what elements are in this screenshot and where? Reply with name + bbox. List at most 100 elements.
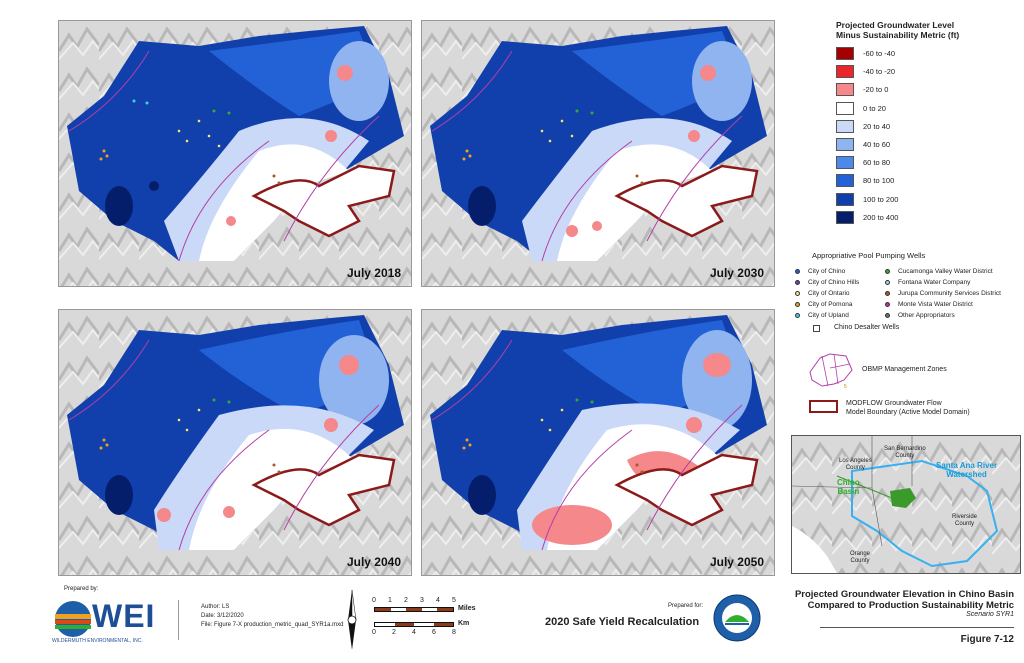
scale-tick-label: 3: [420, 597, 424, 604]
project-title: 2020 Safe Yield Recalculation: [545, 616, 700, 628]
desalter-label: Chino Desalter Wells: [834, 324, 900, 331]
well-legend-item: Cucamonga Valley Water District: [885, 268, 993, 275]
well-dot-icon: [885, 269, 890, 274]
legend-class-label: 40 to 60: [863, 140, 891, 149]
boundary-label: MODFLOW Groundwater Flow Model Boundary …: [846, 400, 970, 416]
author-text: Author: LS: [201, 604, 230, 610]
panel-label: July 2030: [709, 266, 764, 280]
legend-class-label: 60 to 80: [863, 158, 891, 168]
legend-swatch: [836, 83, 854, 97]
legend-class-label: 100 to 200: [863, 194, 899, 204]
scale-tick-label: 4: [436, 597, 440, 604]
scale-tick-label: 2: [404, 597, 408, 604]
well-dot-icon: [885, 302, 890, 307]
well-legend-item: City of Chino Hills: [795, 279, 859, 286]
legend-class: -20 to 0: [836, 83, 888, 97]
scale-tick-label: 6: [432, 629, 436, 636]
legend-class: -40 to -20: [836, 65, 896, 79]
inset-label-chino-basin: Chino Basin: [837, 478, 860, 496]
well-dot-icon: [795, 269, 800, 274]
well-dot-icon: [885, 280, 890, 285]
date-text: Date: 3/12/2020: [201, 613, 244, 619]
title-divider: [820, 627, 1014, 628]
well-legend-item: Fontana Water Company: [885, 279, 970, 286]
well-label: City of Upland: [808, 312, 849, 319]
scale-tick-label: 1: [388, 597, 392, 604]
prepared-for-label: Prepared for:: [668, 603, 704, 609]
map-panel-2050: July 2050: [421, 309, 775, 576]
legend-swatch: [836, 192, 854, 206]
well-label: Fontana Water Company: [898, 279, 971, 286]
well-dot-icon: [795, 313, 800, 318]
figure-title: Projected Groundwater Elevation in Chino…: [794, 589, 1014, 611]
legend-class: -60 to -40: [836, 47, 895, 60]
legend-title: Projected Groundwater Level Minus Sustai…: [836, 20, 960, 40]
well-legend-item: City of Upland: [795, 312, 849, 319]
inset-map: San Bernardino County Los Angeles County…: [791, 435, 1021, 574]
legend-class-label: 80 to 100: [863, 176, 895, 186]
well-label: City of Chino: [808, 268, 846, 275]
legend-class: 80 to 100: [836, 174, 895, 188]
well-dot-icon: [795, 302, 800, 307]
well-label: Jurupa Community Services District: [898, 290, 1001, 297]
well-legend-item: City of Chino: [795, 268, 845, 275]
wei-logo: WEI WILDERMUTH ENVIRONMENTAL, INC.: [52, 598, 156, 644]
legend-swatch: [836, 47, 854, 60]
north-arrow-icon: [347, 590, 357, 650]
watermaster-seal-icon: [713, 594, 761, 642]
wells-title: Appropriative Pool Pumping Wells: [812, 251, 926, 260]
legend-swatch: [836, 119, 854, 133]
well-label: Cucamonga Valley Water District: [898, 268, 993, 275]
legend-class: 20 to 40: [836, 119, 891, 133]
wei-globe-icon: [55, 601, 91, 637]
footer-divider: [178, 600, 179, 640]
well-legend-item: Monte Vista Water District: [885, 301, 973, 308]
well-legend-item: Jurupa Community Services District: [885, 290, 1001, 297]
scale-tick-label: 5: [452, 597, 456, 604]
well-label: City of Chino Hills: [808, 279, 860, 286]
legend-class: 100 to 200: [836, 192, 899, 206]
svg-text:5: 5: [844, 384, 847, 390]
well-dot-icon: [795, 291, 800, 296]
well-dot-icon: [795, 280, 800, 285]
legend-class-label: -40 to -20: [863, 67, 896, 77]
legend-class-label: 0 to 20: [863, 103, 886, 113]
inset-label-orange: Orange County: [850, 551, 871, 564]
inset-label-los-angeles: Los Angeles County: [839, 458, 872, 471]
legend-class: 60 to 80: [836, 156, 891, 170]
scale-tick-label: 8: [452, 629, 456, 636]
panel-label: July 2018: [346, 266, 401, 280]
legend-swatch: [836, 174, 854, 188]
legend-class: 40 to 60: [836, 138, 890, 151]
desalter-symbol-icon: [813, 325, 820, 332]
legend-swatch: [836, 210, 854, 224]
legend-swatch: [836, 101, 854, 115]
legend-swatch: [836, 156, 854, 170]
map-panel-2040: July 2040: [58, 309, 412, 576]
inset-label-riverside: Riverside County: [952, 514, 978, 527]
well-label: City of Pomona: [808, 301, 853, 308]
model-boundary-icon: [809, 400, 838, 413]
panel-label: July 2050: [709, 555, 764, 569]
scale-tick-label: 0: [372, 629, 376, 636]
panel-label: July 2040: [346, 555, 401, 569]
well-label: City of Ontario: [808, 290, 850, 297]
legend-swatch: [836, 138, 854, 151]
inset-label-san-bernardino: San Bernardino County: [884, 446, 926, 459]
legend-swatch: [836, 65, 854, 79]
well-legend-item: Other Appropriators: [885, 312, 955, 319]
map-panel-2030: July 2030: [421, 20, 775, 287]
legend-class-label: 20 to 40: [863, 121, 891, 131]
figure-number: Figure 7-12: [960, 634, 1014, 645]
zones-label: OBMP Management Zones: [862, 366, 947, 373]
management-zones-icon: 5: [809, 353, 853, 390]
scale-tick-label: 4: [412, 629, 416, 636]
well-legend-item: City of Pomona: [795, 301, 852, 308]
scenario-label: Scenario SYR1: [966, 611, 1014, 618]
legend-class-label: -60 to -40: [863, 49, 896, 58]
well-label: Other Appropriators: [898, 312, 955, 319]
map-panel-2018: July 2018: [58, 20, 412, 287]
well-label: Monte Vista Water District: [898, 301, 973, 308]
